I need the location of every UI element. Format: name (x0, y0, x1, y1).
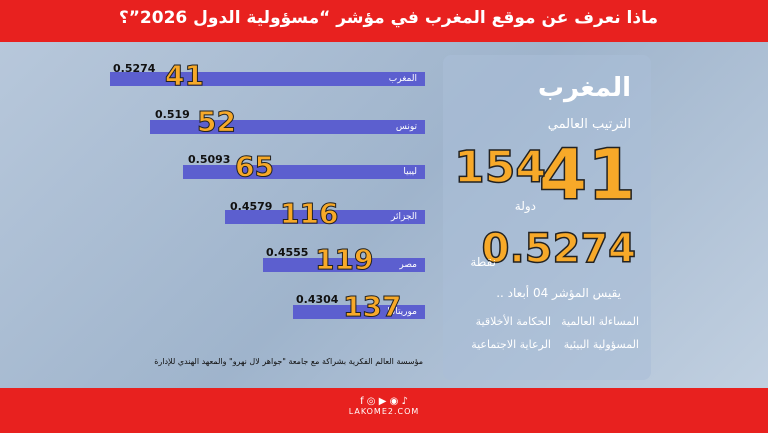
bar: المغرب (110, 72, 425, 86)
country: مصر (399, 260, 417, 270)
source: مؤسسة العالم الفكرية بشراكة مع جامعة "جو… (154, 357, 423, 366)
country: تونس (395, 122, 417, 132)
country: المغرب (388, 74, 417, 84)
footer: f ◎ ▶ ◉ ♪ LAKOME2.COM (0, 388, 768, 433)
rank: 116 (279, 197, 339, 230)
panel-total: 154 (453, 142, 546, 194)
total-label: دولة (514, 199, 536, 213)
bar: مصر (263, 258, 425, 272)
dimension: المسؤولية البيئية (563, 338, 639, 351)
rank: 41 (165, 59, 205, 92)
bar: تونس (150, 120, 425, 134)
header: ماذا نعرف عن موقع المغرب في مؤشر “مسؤولي… (0, 0, 768, 42)
score: 0.4579 (230, 200, 273, 213)
score: 0.4304 (296, 293, 339, 306)
country: موريتانيا (387, 307, 417, 317)
bar: ليبيا (183, 165, 425, 179)
bar: الجزائر (225, 210, 425, 224)
score: 0.5274 (113, 62, 156, 75)
score: 0.5093 (188, 153, 231, 166)
dimension: المساءلة العالمية (561, 315, 639, 328)
rank: 65 (235, 150, 275, 183)
country: الجزائر (391, 212, 417, 222)
panel-rank: 41 (538, 134, 637, 216)
title: ماذا نعرف عن موقع المغرب في مؤشر “مسؤولي… (118, 8, 658, 28)
site: LAKOME2.COM (348, 407, 420, 416)
score: 0.4555 (266, 246, 309, 259)
summary-panel: المغرب الترتيب العالمي 41 154 دولة 0.527… (443, 55, 651, 380)
rank-label: الترتيب العالمي (547, 117, 631, 132)
rank: 52 (197, 105, 237, 138)
social-icons: f ◎ ▶ ◉ ♪ (360, 396, 408, 407)
score: 0.519 (155, 108, 190, 121)
score-label: نقطة (470, 255, 496, 269)
country: ليبيا (403, 167, 417, 177)
panel-country: المغرب (537, 73, 631, 103)
rank: 119 (314, 243, 374, 276)
rank: 137 (342, 290, 402, 323)
bar: موريتانيا (293, 305, 425, 319)
dimension: الرعاية الاجتماعية (471, 338, 551, 351)
measures: يقيس المؤشر 04 أبعاد .. (496, 286, 621, 300)
dimension: الحكامة الأخلاقية (475, 315, 551, 328)
panel-score: 0.5274 (481, 226, 637, 272)
